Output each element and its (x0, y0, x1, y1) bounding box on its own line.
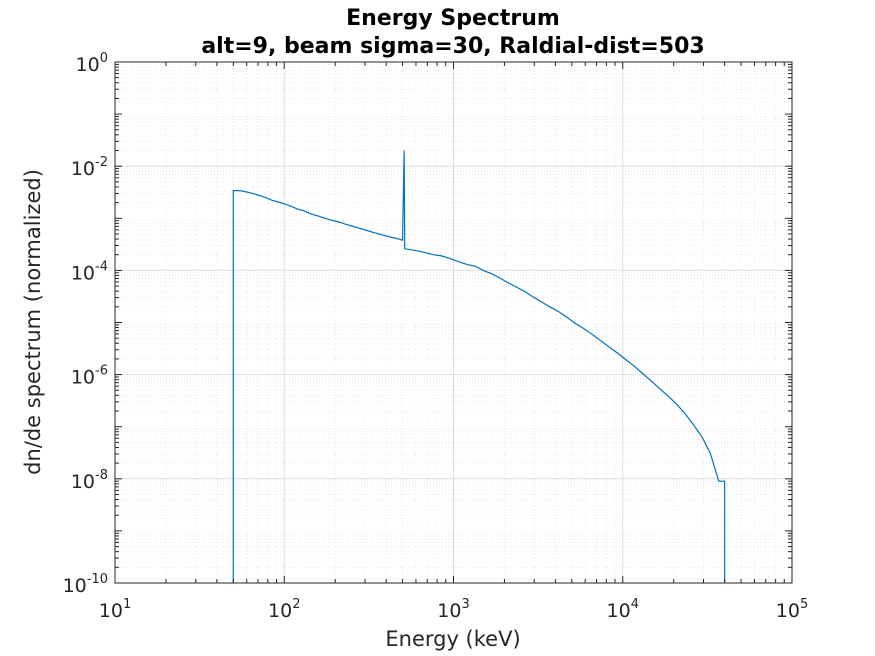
y-tick-label: 10-8 (71, 468, 108, 493)
x-tick-label: 104 (607, 597, 639, 622)
series-line-spectrum (232, 150, 726, 583)
y-tick-label: 10-2 (71, 155, 108, 180)
y-tick-label: 10-10 (63, 572, 108, 597)
y-tick-labels: 10-10 10-8 10-6 10-4 10-2 100 (63, 51, 108, 597)
x-tick-labels: 101 102 103 104 105 (99, 597, 808, 622)
series-layer (232, 150, 726, 583)
x-tick-label: 105 (776, 597, 808, 622)
tick-marks (114, 62, 792, 584)
x-axis-label: Energy (keV) (385, 627, 520, 651)
y-tick-label: 10-6 (71, 364, 108, 389)
y-tick-label: 100 (76, 51, 108, 76)
y-tick-label: 10-4 (71, 259, 108, 284)
chart-title: Energy Spectrum (346, 6, 560, 31)
grid (114, 61, 793, 584)
x-tick-label: 102 (268, 597, 300, 622)
chart-subtitle: alt=9, beam sigma=30, Raldial-dist=503 (201, 34, 704, 59)
y-axis-label: dn/de spectrum (normalized) (21, 169, 45, 475)
x-tick-label: 101 (99, 597, 131, 622)
x-tick-label: 103 (437, 597, 469, 622)
